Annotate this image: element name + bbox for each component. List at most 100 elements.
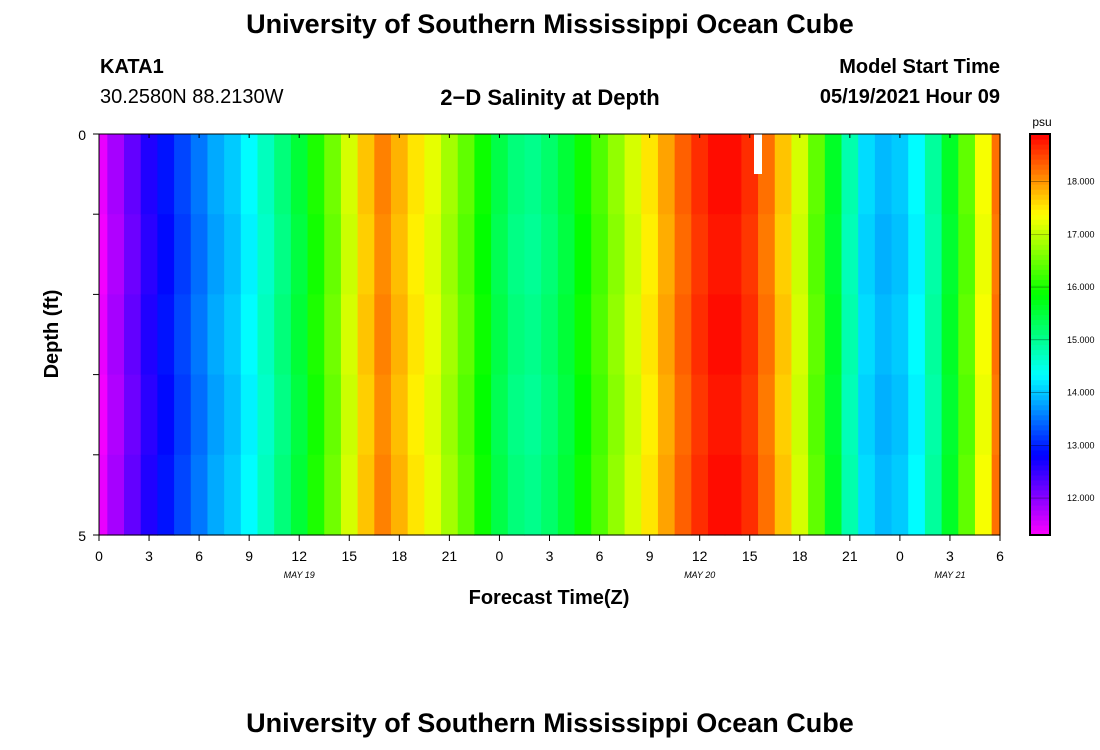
heatmap-cell	[290, 294, 309, 376]
heatmap-cell	[524, 374, 542, 456]
heatmap-cell	[357, 374, 375, 456]
colorbar-swatch	[1030, 469, 1050, 476]
colorbar-swatch	[1030, 249, 1050, 255]
heatmap-cell	[841, 374, 859, 456]
heatmap-cell	[774, 294, 793, 376]
heatmap-cell	[224, 134, 242, 215]
heatmap-cell	[741, 294, 759, 376]
heatmap-cell	[691, 134, 709, 215]
colorbar-swatch	[1030, 414, 1050, 421]
heatmap-cell	[924, 134, 943, 215]
heatmap-cell	[541, 214, 559, 295]
colorbar-swatch	[1030, 269, 1050, 275]
heatmap-cell	[991, 374, 1001, 456]
heatmap-cell	[324, 134, 342, 215]
heatmap-cell	[908, 454, 926, 536]
y-tick-label-top: 0	[78, 127, 86, 143]
heatmap-cell	[924, 294, 943, 376]
page-title: University of Southern Mississippi Ocean…	[246, 9, 854, 39]
date-label: MAY 21	[934, 570, 965, 580]
heatmap-cell	[157, 294, 175, 376]
heatmap-cell	[240, 294, 259, 376]
heatmap-cell	[491, 454, 509, 536]
x-tick-label: 12	[291, 548, 307, 564]
heatmap-cell	[140, 454, 158, 536]
heatmap-cell	[390, 454, 409, 536]
heatmap-cell	[624, 214, 642, 295]
heatmap-cell	[607, 294, 626, 376]
x-tick-label: 0	[95, 548, 103, 564]
heatmap-cell	[574, 374, 592, 456]
heatmap-cell	[708, 374, 726, 456]
heatmap-cell	[858, 374, 876, 456]
colorbar-swatch	[1030, 444, 1050, 451]
heatmap-cell	[674, 374, 692, 456]
colorbar-swatch	[1030, 219, 1050, 225]
heatmap-cell	[107, 134, 125, 215]
colorbar-swatch	[1030, 484, 1050, 491]
heatmap-cell	[958, 374, 976, 456]
heatmap-cell	[140, 134, 158, 215]
heatmap-cell	[974, 294, 993, 376]
heatmap-cell	[99, 134, 108, 215]
colorbar-tick-label: 18.000	[1067, 176, 1095, 186]
plot-title: 2−D Salinity at Depth	[440, 85, 660, 110]
heatmap-cell	[824, 294, 843, 376]
heatmap-cell	[307, 374, 325, 456]
colorbar-swatch	[1030, 259, 1050, 265]
heatmap-cell	[407, 214, 425, 295]
heatmap-cell	[974, 214, 993, 295]
colorbar-swatch	[1030, 419, 1050, 426]
colorbar-swatch	[1030, 194, 1050, 200]
colorbar-swatch	[1030, 364, 1050, 371]
heatmap-cell	[724, 374, 742, 456]
heatmap-cell	[207, 294, 225, 376]
heatmap-cell	[174, 454, 192, 536]
colorbar-swatch	[1030, 409, 1050, 416]
heatmap-cell	[124, 454, 142, 536]
heatmap-cell	[908, 134, 926, 215]
colorbar-swatch	[1030, 449, 1050, 456]
heatmap-cell	[591, 454, 609, 536]
heatmap-cell	[524, 454, 542, 536]
heatmap-cell	[591, 214, 609, 295]
heatmap-cell	[441, 374, 459, 456]
heatmap-cell	[808, 214, 826, 295]
heatmap-cell	[991, 214, 1001, 295]
colorbar-swatch	[1030, 154, 1050, 160]
colorbar-swatch	[1030, 399, 1050, 406]
heatmap-cell	[574, 134, 592, 215]
heatmap-cell	[574, 454, 592, 536]
heatmap-cell	[941, 294, 959, 376]
heatmap-cell	[424, 294, 442, 376]
heatmap-cell	[541, 374, 559, 456]
colorbar-swatch	[1030, 244, 1050, 250]
heatmap-cell	[858, 214, 876, 295]
x-tick-label: 6	[996, 548, 1004, 564]
heatmap-cell	[891, 214, 909, 295]
heatmap-cell	[741, 454, 759, 536]
heatmap-cell	[407, 134, 425, 215]
heatmap-cell	[124, 294, 142, 376]
heatmap-cell	[741, 374, 759, 456]
heatmap-cell	[374, 134, 392, 215]
heatmap-cell	[791, 294, 809, 376]
colorbar-swatch	[1030, 254, 1050, 260]
heatmap-cell	[424, 374, 442, 456]
heatmap-cell	[791, 454, 809, 536]
heatmap-cell	[224, 214, 242, 295]
heatmap-cell	[441, 454, 459, 536]
colorbar-swatch	[1030, 379, 1050, 386]
heatmap-cell	[924, 454, 943, 536]
heatmap-cell	[641, 454, 659, 536]
heatmap-cell	[340, 374, 359, 456]
heatmap-cell	[758, 294, 776, 376]
heatmap-cell	[657, 294, 676, 376]
colorbar-swatch	[1030, 504, 1050, 511]
heatmap-cell	[491, 294, 509, 376]
heatmap-cell	[374, 214, 392, 295]
heatmap-cell	[958, 134, 976, 215]
heatmap-cell	[174, 134, 192, 215]
heatmap-cell	[324, 214, 342, 295]
